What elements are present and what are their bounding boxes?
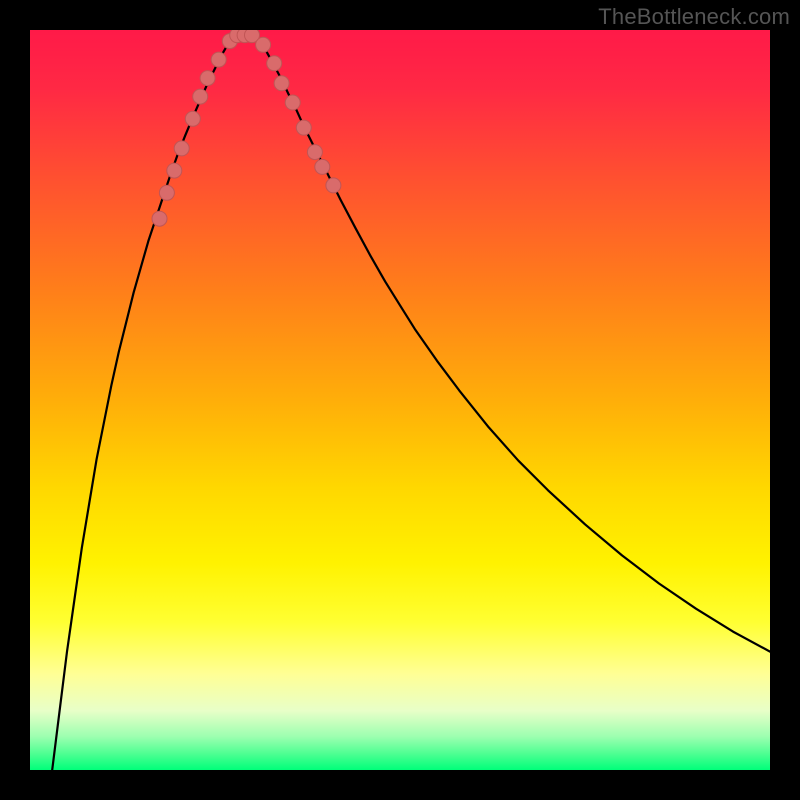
marker-dot xyxy=(296,120,311,135)
chart-background xyxy=(30,30,770,770)
marker-dot xyxy=(211,52,226,67)
marker-dot xyxy=(193,89,208,104)
marker-dot xyxy=(267,56,282,71)
marker-dot xyxy=(159,185,174,200)
plot-area xyxy=(30,30,770,770)
marker-dot xyxy=(326,178,341,193)
marker-dot xyxy=(256,37,271,52)
marker-dot xyxy=(185,111,200,126)
watermark-text: TheBottleneck.com xyxy=(598,4,790,30)
marker-dot xyxy=(274,76,289,91)
marker-dot xyxy=(315,159,330,174)
marker-dot xyxy=(285,95,300,110)
marker-dot xyxy=(307,145,322,160)
marker-dot xyxy=(174,141,189,156)
marker-dot xyxy=(200,71,215,86)
marker-dot xyxy=(167,163,182,178)
bottleneck-chart xyxy=(30,30,770,770)
marker-dot xyxy=(152,211,167,226)
